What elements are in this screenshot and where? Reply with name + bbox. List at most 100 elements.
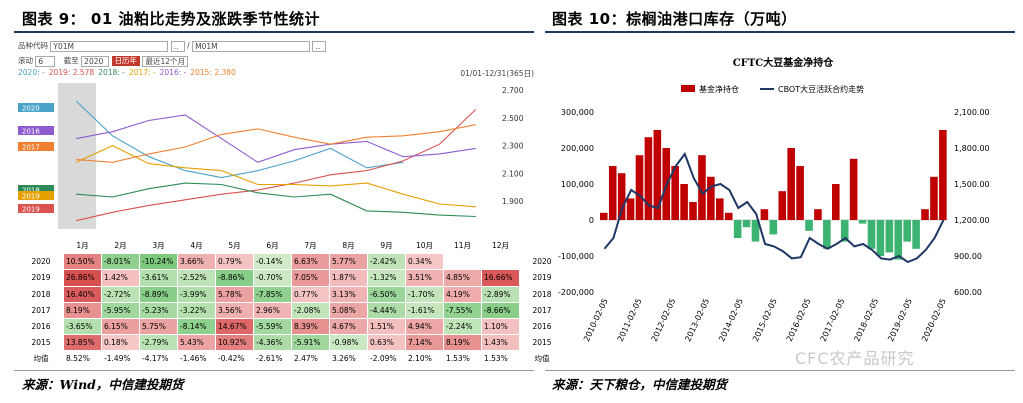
- table-cell: -8.89%: [139, 285, 178, 303]
- month-header: 9月: [367, 236, 406, 255]
- last-12-months-button[interactable]: 最近12个月: [142, 55, 188, 67]
- row-year-label: 2020: [18, 253, 64, 271]
- year-legend: 2020: -2019: 2.578 2018: -2017: -2016: -2…: [18, 68, 240, 77]
- table-cell: 6.15%: [101, 317, 140, 336]
- month-header: 6月: [253, 236, 292, 255]
- net-position-bar: [680, 184, 688, 220]
- table-cell: -5.23%: [139, 301, 178, 319]
- series-tag-2: 2017: [22, 144, 40, 152]
- table-cell: -2.24%: [443, 317, 482, 336]
- net-position-bar: [930, 176, 938, 220]
- slash-separator: /: [187, 41, 190, 50]
- legend-label-net: 基金净持仓: [699, 84, 739, 94]
- code-label: 品种代码: [18, 41, 48, 50]
- period-label: 滚动: [18, 56, 33, 65]
- table-cell: -8.01%: [101, 253, 140, 271]
- table-cell: 3.56%: [215, 301, 254, 319]
- table-cell: [443, 253, 482, 271]
- legend-year-1: 2019: 2.578: [48, 68, 95, 77]
- table-cell: 5.43%: [177, 334, 216, 352]
- period-input[interactable]: 6: [35, 55, 56, 67]
- net-position-bar: [635, 155, 644, 220]
- table-cell: -5.95%: [101, 301, 140, 319]
- table-cell: 8.52%: [63, 350, 102, 368]
- table-cell: 0.63%: [367, 334, 406, 352]
- table-cell: -1.70%: [405, 285, 444, 303]
- series-line-2020: [75, 100, 404, 179]
- y-right-tick-2: 1,500.00: [954, 180, 990, 189]
- end-year-select[interactable]: 2020: [81, 55, 110, 67]
- table-cell: 1.43%: [481, 334, 520, 352]
- table-cell: 4.67%: [329, 317, 368, 336]
- x-tick-label-7: 2017-02-05: [819, 297, 847, 343]
- table-cell: 1.53%: [481, 350, 520, 368]
- table-cell: -1.49%: [101, 350, 140, 368]
- legend-year-3: 2017: -: [128, 68, 156, 77]
- series-tag-bg-4: [18, 191, 54, 200]
- net-position-bar: [608, 166, 617, 220]
- code-picker-button[interactable]: ..: [170, 40, 185, 52]
- table-cell: -3.99%: [177, 285, 216, 303]
- net-position-bar: [894, 220, 903, 260]
- series-tag-0: 2020: [22, 105, 40, 113]
- table-cell: -8.66%: [481, 301, 520, 319]
- table-cell: 3.66%: [177, 253, 216, 271]
- net-position-bar: [921, 209, 929, 220]
- net-position-bar: [832, 184, 840, 220]
- table-cell: -0.70%: [253, 269, 292, 287]
- x-tick-label-0: 2010-02-05: [582, 297, 610, 343]
- calendar-year-button[interactable]: 日历年: [111, 56, 141, 66]
- net-position-bar: [796, 166, 804, 220]
- table-row: 2018 16.40% -2.72% -8.89% -3.99% 5.78% -7.85% 0…: [18, 285, 565, 303]
- right-source-rule: [545, 370, 1015, 371]
- table-cell: 1.53%: [443, 350, 482, 368]
- row-year-label: 2016: [18, 317, 64, 336]
- table-cell: 16.66%: [481, 269, 520, 287]
- table-cell: 10.92%: [215, 334, 254, 352]
- right-source: 来源：天下粮仓，中信建投期货: [552, 377, 728, 392]
- x-tick-label-5: 2015-02-05: [751, 297, 779, 343]
- net-position-bar: [805, 220, 813, 231]
- row-year-label-right: 2020: [519, 253, 565, 271]
- table-cell: 1.10%: [481, 317, 520, 336]
- series-line-2018: [76, 182, 476, 218]
- x-tick-label-3: 2013-02-05: [683, 297, 711, 343]
- table-cell: 14.67%: [215, 317, 254, 336]
- table-cell: 6.63%: [291, 253, 330, 271]
- month-header: 7月: [291, 236, 330, 255]
- table-cell: 1.87%: [329, 269, 368, 287]
- y-tick-label-0: 2.700: [502, 86, 524, 95]
- net-position-bar: [823, 220, 831, 249]
- table-cell: -8.86%: [215, 269, 254, 287]
- x-tick-label-1: 2011-02-05: [616, 297, 644, 343]
- table-cell: -0.14%: [253, 253, 292, 271]
- net-position-bar: [626, 198, 635, 220]
- table-cell: -2.89%: [481, 285, 520, 303]
- table-row: 2019 26.86% 1.42% -3.61% -2.52% -8.86% -0.70% 7…: [18, 269, 565, 287]
- date-range: 01/01-12/31(365日): [460, 69, 534, 78]
- table-cell: 2.96%: [253, 301, 292, 319]
- table-cell: 8.19%: [63, 301, 102, 319]
- series-line-2017: [75, 144, 476, 208]
- table-cell: -5.91%: [291, 334, 330, 352]
- seasonal-change-table: 1月 2月 3月 4月 5月 6月 7月 8月 9月 10月 11月 12月 2020 10.50% -8.…: [18, 236, 565, 368]
- table-cell: -2.09%: [367, 350, 406, 368]
- row-year-label-right: 2018: [519, 285, 565, 303]
- cftc-title: CFTC大豆基金净持仓: [733, 56, 834, 69]
- corner-cell: [18, 236, 64, 255]
- table-cell: 16.40%: [63, 285, 102, 303]
- net-position-bar: [707, 176, 715, 220]
- table-cell: 7.05%: [291, 269, 330, 287]
- net-position-bar: [671, 166, 679, 220]
- code-input-2[interactable]: M01M: [192, 40, 311, 52]
- net-position-bar: [644, 137, 653, 220]
- table-cell: -5.59%: [253, 317, 292, 336]
- row-year-label: 2015: [18, 334, 64, 352]
- y-left-tick-3: 0: [589, 216, 594, 225]
- code-input[interactable]: Y01M: [50, 40, 169, 52]
- cbot-price-line: [603, 151, 945, 264]
- table-cell: -8.14%: [177, 317, 216, 336]
- left-figure-title: 图表 9： 01 油粕比走势及涨跌季节性统计: [22, 10, 320, 28]
- code-picker-button-2[interactable]: ..: [312, 40, 327, 52]
